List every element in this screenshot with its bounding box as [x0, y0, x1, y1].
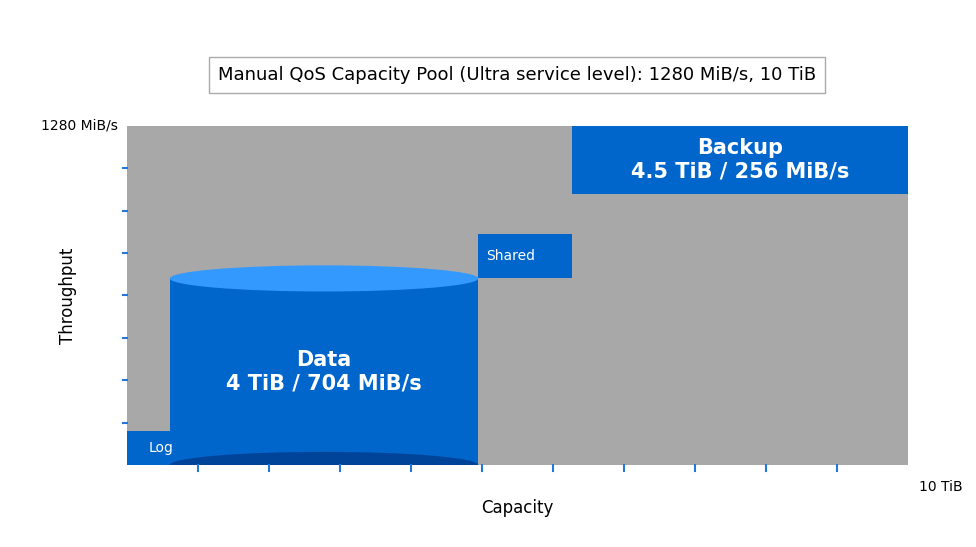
- Bar: [572, 126, 908, 194]
- Ellipse shape: [170, 265, 478, 292]
- Bar: [170, 278, 478, 465]
- Text: 10 TiB: 10 TiB: [919, 480, 963, 494]
- Ellipse shape: [170, 452, 478, 478]
- Text: Backup
4.5 TiB / 256 MiB/s: Backup 4.5 TiB / 256 MiB/s: [630, 138, 849, 181]
- Text: Capacity: Capacity: [481, 499, 553, 517]
- Text: Throughput: Throughput: [60, 247, 77, 344]
- Text: Shared: Shared: [486, 249, 535, 264]
- Text: Log: Log: [148, 441, 173, 455]
- Text: Data
4 TiB / 704 MiB/s: Data 4 TiB / 704 MiB/s: [226, 350, 422, 393]
- Text: 1280 MiB/s: 1280 MiB/s: [41, 119, 117, 133]
- Bar: [127, 430, 170, 465]
- Bar: [478, 235, 572, 278]
- Text: Manual QoS Capacity Pool (Ultra service level): 1280 MiB/s, 10 TiB: Manual QoS Capacity Pool (Ultra service …: [219, 66, 816, 84]
